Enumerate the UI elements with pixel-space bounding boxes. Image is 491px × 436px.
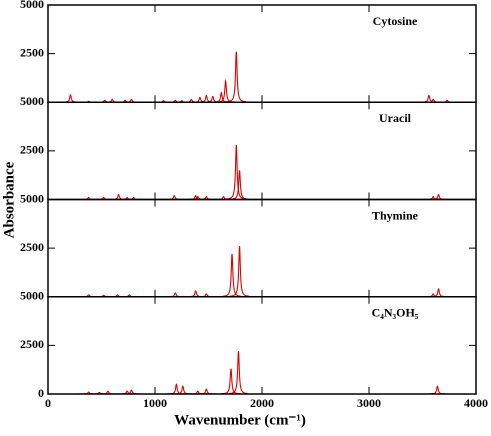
panel-title: Thymine (372, 208, 419, 222)
y-tick-label: 2500 (20, 240, 44, 254)
panel-title: Uracil (379, 111, 412, 125)
y-tick-label: 5000 (20, 94, 44, 108)
x-tick-label: 3000 (357, 396, 381, 410)
peak (226, 144, 247, 200)
y-tick-label: 0 (38, 386, 44, 400)
peak (229, 246, 250, 297)
y-tick-label: 5000 (20, 289, 44, 303)
peak (222, 253, 242, 297)
y-tick-label: 5000 (20, 191, 44, 205)
x-tick-label: 4000 (464, 396, 488, 410)
peak (60, 93, 81, 103)
y-tick-label: 2500 (20, 45, 44, 59)
peak (186, 290, 206, 298)
peak (427, 385, 448, 395)
panel-frame (47, 101, 477, 201)
y-tick-label: 5000 (20, 0, 44, 11)
peak (419, 94, 439, 103)
x-tick-label: 2000 (250, 396, 274, 410)
peak (226, 51, 247, 103)
peak (228, 351, 249, 395)
y-tick-label: 2500 (20, 337, 44, 351)
panel-title: C₄N₃OH₅ (372, 306, 419, 320)
x-tick-label: 1000 (143, 396, 167, 410)
y-axis-label: Absorbance (1, 161, 17, 238)
x-axis-label: Wavenumber (cm⁻¹) (174, 412, 306, 428)
x-tick-label: 0 (45, 396, 51, 410)
y-tick-label: 2500 (20, 143, 44, 157)
panel-title: Cytosine (373, 14, 418, 28)
